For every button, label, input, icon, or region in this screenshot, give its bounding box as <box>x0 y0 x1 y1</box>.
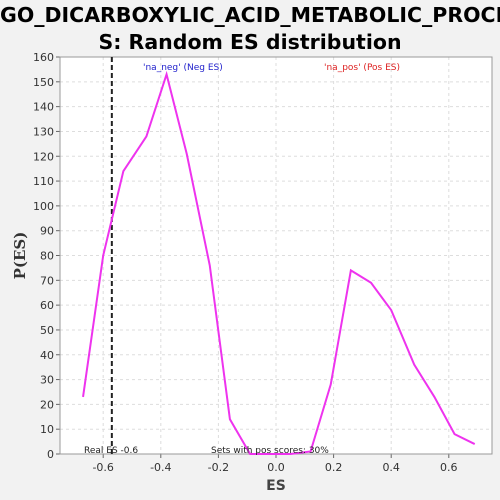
y-tick-label: 30 <box>40 374 54 387</box>
tick-labels: 0 10 20 30 40 50 60 70 80 90 100 110 120 130 140 150 160… <box>33 51 458 474</box>
y-tick-label: 150 <box>33 76 54 89</box>
y-tick-label: 70 <box>40 274 54 287</box>
y-tick-label: 120 <box>33 150 54 163</box>
y-tick-label: 0 <box>47 448 54 461</box>
grid-lines <box>60 56 492 455</box>
x-tick-label: -0.6 <box>92 461 113 474</box>
x-tick-label: 0.4 <box>382 461 400 474</box>
x-tick-label: 0.6 <box>440 461 458 474</box>
x-tick-label: -0.4 <box>150 461 171 474</box>
y-tick-label: 160 <box>33 51 54 64</box>
y-tick-label: 40 <box>40 349 54 362</box>
x-tick-label: -0.2 <box>208 461 229 474</box>
pos-es-label: 'na_pos' (Pos ES) <box>324 63 400 73</box>
chart-title-line-1: GO_DICARBOXYLIC_ACID_METABOLIC_PROCES <box>0 3 500 27</box>
y-tick-label: 80 <box>40 250 54 263</box>
x-axis-label: ES <box>266 478 286 494</box>
y-tick-label: 100 <box>33 200 54 213</box>
real-es-label: Real ES -0.6 <box>84 446 138 456</box>
y-tick-label: 130 <box>33 125 54 138</box>
neg-es-label: 'na_neg' (Neg ES) <box>143 63 223 73</box>
y-tick-label: 60 <box>40 299 54 312</box>
y-tick-label: 50 <box>40 324 54 337</box>
y-tick-label: 20 <box>40 398 54 411</box>
chart-title: GO_DICARBOXYLIC_ACID_METABOLIC_PROCES S:… <box>0 2 500 56</box>
y-axis-label: P(ES) <box>11 232 29 280</box>
y-tick-label: 10 <box>40 423 54 436</box>
y-tick-label: 140 <box>33 101 54 114</box>
chart-title-line-2: S: Random ES distribution <box>98 30 402 54</box>
y-tick-label: 110 <box>33 175 54 188</box>
es-distribution-line <box>82 70 476 455</box>
x-tick-label: 0.2 <box>325 461 343 474</box>
x-tick-label: 0.0 <box>267 461 285 474</box>
y-tick-label: 90 <box>40 225 54 238</box>
pos-scores-label: Sets with pos scores: 30% <box>211 446 329 456</box>
